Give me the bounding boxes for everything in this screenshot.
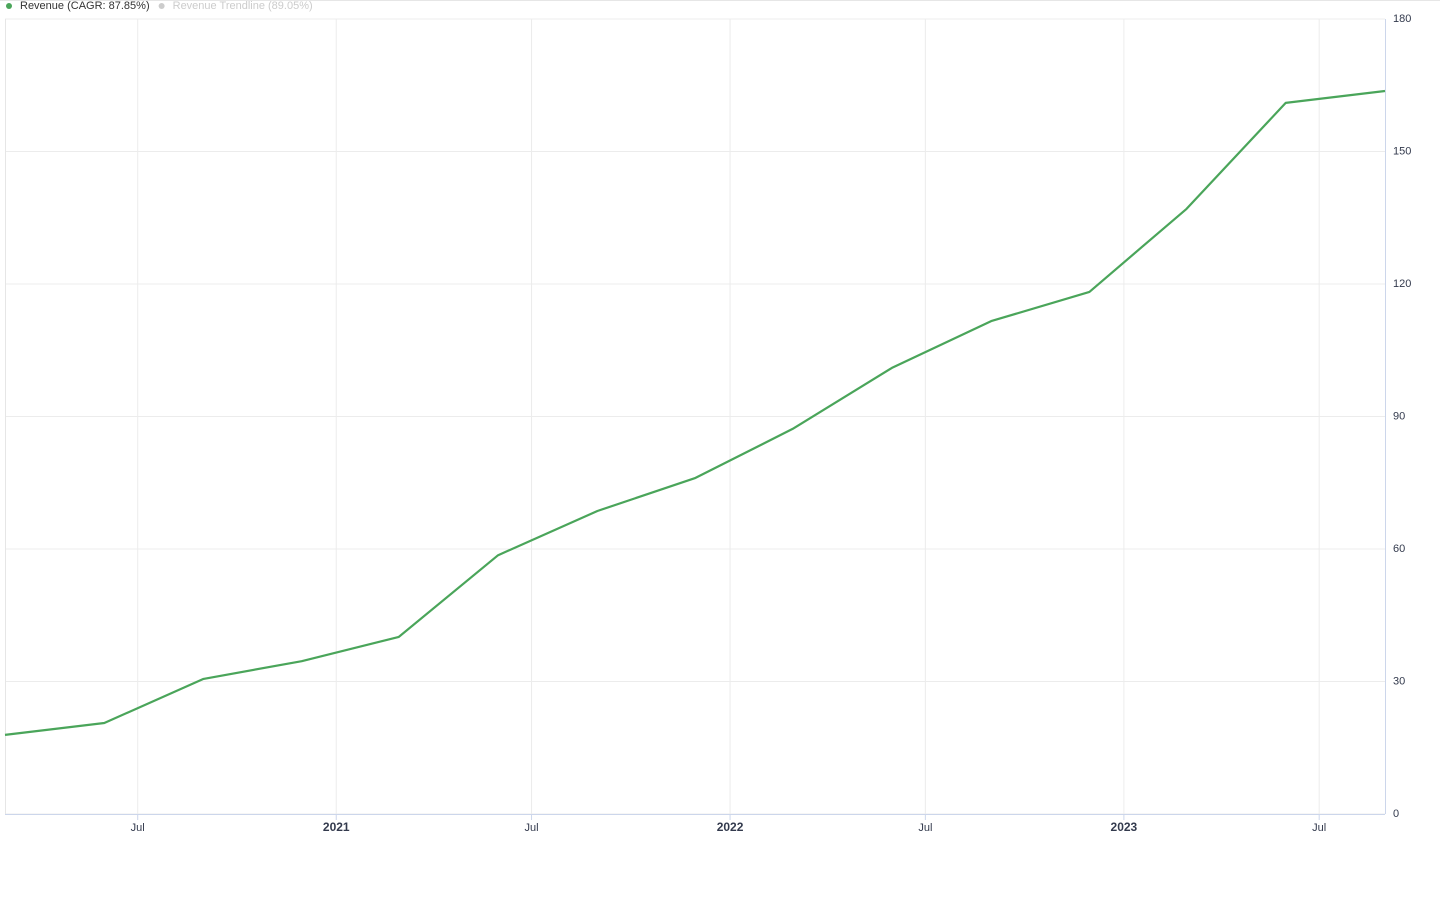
y-tick-label: 0 <box>1393 808 1399 820</box>
x-tick-label: Jul <box>525 822 539 834</box>
x-tick-label: 2022 <box>717 820 744 834</box>
x-tick-label: 2023 <box>1111 820 1138 834</box>
y-tick-label: 90 <box>1393 410 1405 422</box>
y-tick-label: 150 <box>1393 145 1411 157</box>
revenue-line <box>4 89 1386 736</box>
x-tick-label: Jul <box>131 822 145 834</box>
y-tick-label: 60 <box>1393 543 1405 555</box>
legend-item[interactable]: Revenue Trendline (89.05%) <box>173 0 313 12</box>
x-tick-label: Jul <box>1312 822 1326 834</box>
y-tick-label: 180 <box>1393 13 1411 25</box>
y-tick-label: 120 <box>1393 278 1411 290</box>
y-tick-label: 30 <box>1393 675 1405 687</box>
x-tick-label: Jul <box>918 822 932 834</box>
legend-item[interactable]: Revenue (CAGR: 87.85%) <box>20 0 150 12</box>
x-tick-label: 2021 <box>323 820 350 834</box>
legend-marker <box>158 3 165 9</box>
legend-marker <box>6 3 12 9</box>
